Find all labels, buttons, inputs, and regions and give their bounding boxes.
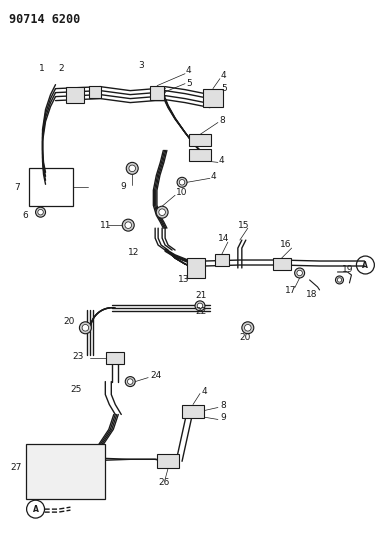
Text: 7: 7 — [15, 183, 20, 192]
Bar — [26, 445, 105, 499]
Circle shape — [177, 177, 187, 187]
Text: 5: 5 — [186, 79, 192, 88]
Bar — [150, 86, 164, 100]
Text: 25: 25 — [71, 385, 82, 394]
Circle shape — [128, 379, 133, 384]
Circle shape — [38, 209, 43, 215]
Bar — [106, 352, 124, 364]
Circle shape — [82, 325, 89, 331]
Text: 18: 18 — [306, 290, 317, 300]
Text: 9: 9 — [120, 182, 126, 191]
Circle shape — [122, 219, 134, 231]
Text: 4: 4 — [211, 172, 216, 181]
Circle shape — [80, 322, 91, 334]
Circle shape — [179, 180, 185, 185]
Bar — [215, 254, 229, 266]
Text: 3: 3 — [138, 61, 144, 70]
Circle shape — [35, 207, 46, 217]
Circle shape — [126, 163, 138, 174]
Text: 26: 26 — [158, 478, 170, 487]
Text: 2: 2 — [58, 64, 64, 73]
Text: 14: 14 — [218, 233, 229, 243]
Circle shape — [156, 206, 168, 218]
Text: 5: 5 — [221, 84, 227, 93]
Text: 90714 6200: 90714 6200 — [9, 13, 80, 26]
Bar — [28, 168, 73, 206]
Circle shape — [337, 278, 342, 282]
Circle shape — [335, 276, 344, 284]
Circle shape — [294, 268, 305, 278]
Bar — [189, 134, 211, 147]
Bar — [157, 454, 179, 469]
Text: 4: 4 — [186, 66, 191, 75]
Bar — [189, 149, 211, 161]
Text: 12: 12 — [128, 247, 140, 256]
Text: A: A — [362, 261, 368, 270]
Bar — [182, 405, 204, 418]
Text: 15: 15 — [238, 221, 249, 230]
Circle shape — [125, 222, 131, 229]
Bar — [89, 86, 101, 98]
Text: 21: 21 — [195, 292, 206, 301]
Text: 4: 4 — [219, 156, 225, 165]
Text: 8: 8 — [220, 401, 226, 410]
Text: 24: 24 — [150, 371, 161, 380]
Text: 20: 20 — [240, 333, 251, 342]
Circle shape — [195, 301, 205, 311]
Circle shape — [125, 377, 135, 386]
Bar — [66, 87, 84, 102]
Circle shape — [159, 209, 165, 215]
Text: 9: 9 — [220, 413, 226, 422]
Bar — [273, 258, 291, 270]
Text: A: A — [33, 505, 39, 514]
Text: 4: 4 — [202, 387, 207, 396]
Text: 22: 22 — [195, 308, 206, 317]
Text: 17: 17 — [285, 286, 296, 295]
Text: 27: 27 — [11, 463, 22, 472]
Text: 20: 20 — [64, 317, 75, 326]
Circle shape — [197, 303, 203, 309]
Circle shape — [297, 270, 302, 276]
Text: 11: 11 — [100, 221, 112, 230]
Circle shape — [242, 322, 254, 334]
Text: 16: 16 — [280, 239, 291, 248]
Text: 6: 6 — [23, 211, 28, 220]
Bar — [203, 88, 223, 107]
Circle shape — [129, 165, 135, 172]
Text: 23: 23 — [73, 352, 84, 361]
Text: 13: 13 — [178, 276, 190, 285]
Bar — [187, 258, 205, 278]
Text: 19: 19 — [342, 265, 353, 274]
Text: 4: 4 — [221, 71, 227, 80]
Text: 10: 10 — [176, 188, 188, 197]
Text: 1: 1 — [39, 64, 44, 73]
Circle shape — [245, 325, 251, 331]
Text: 8: 8 — [219, 116, 225, 125]
